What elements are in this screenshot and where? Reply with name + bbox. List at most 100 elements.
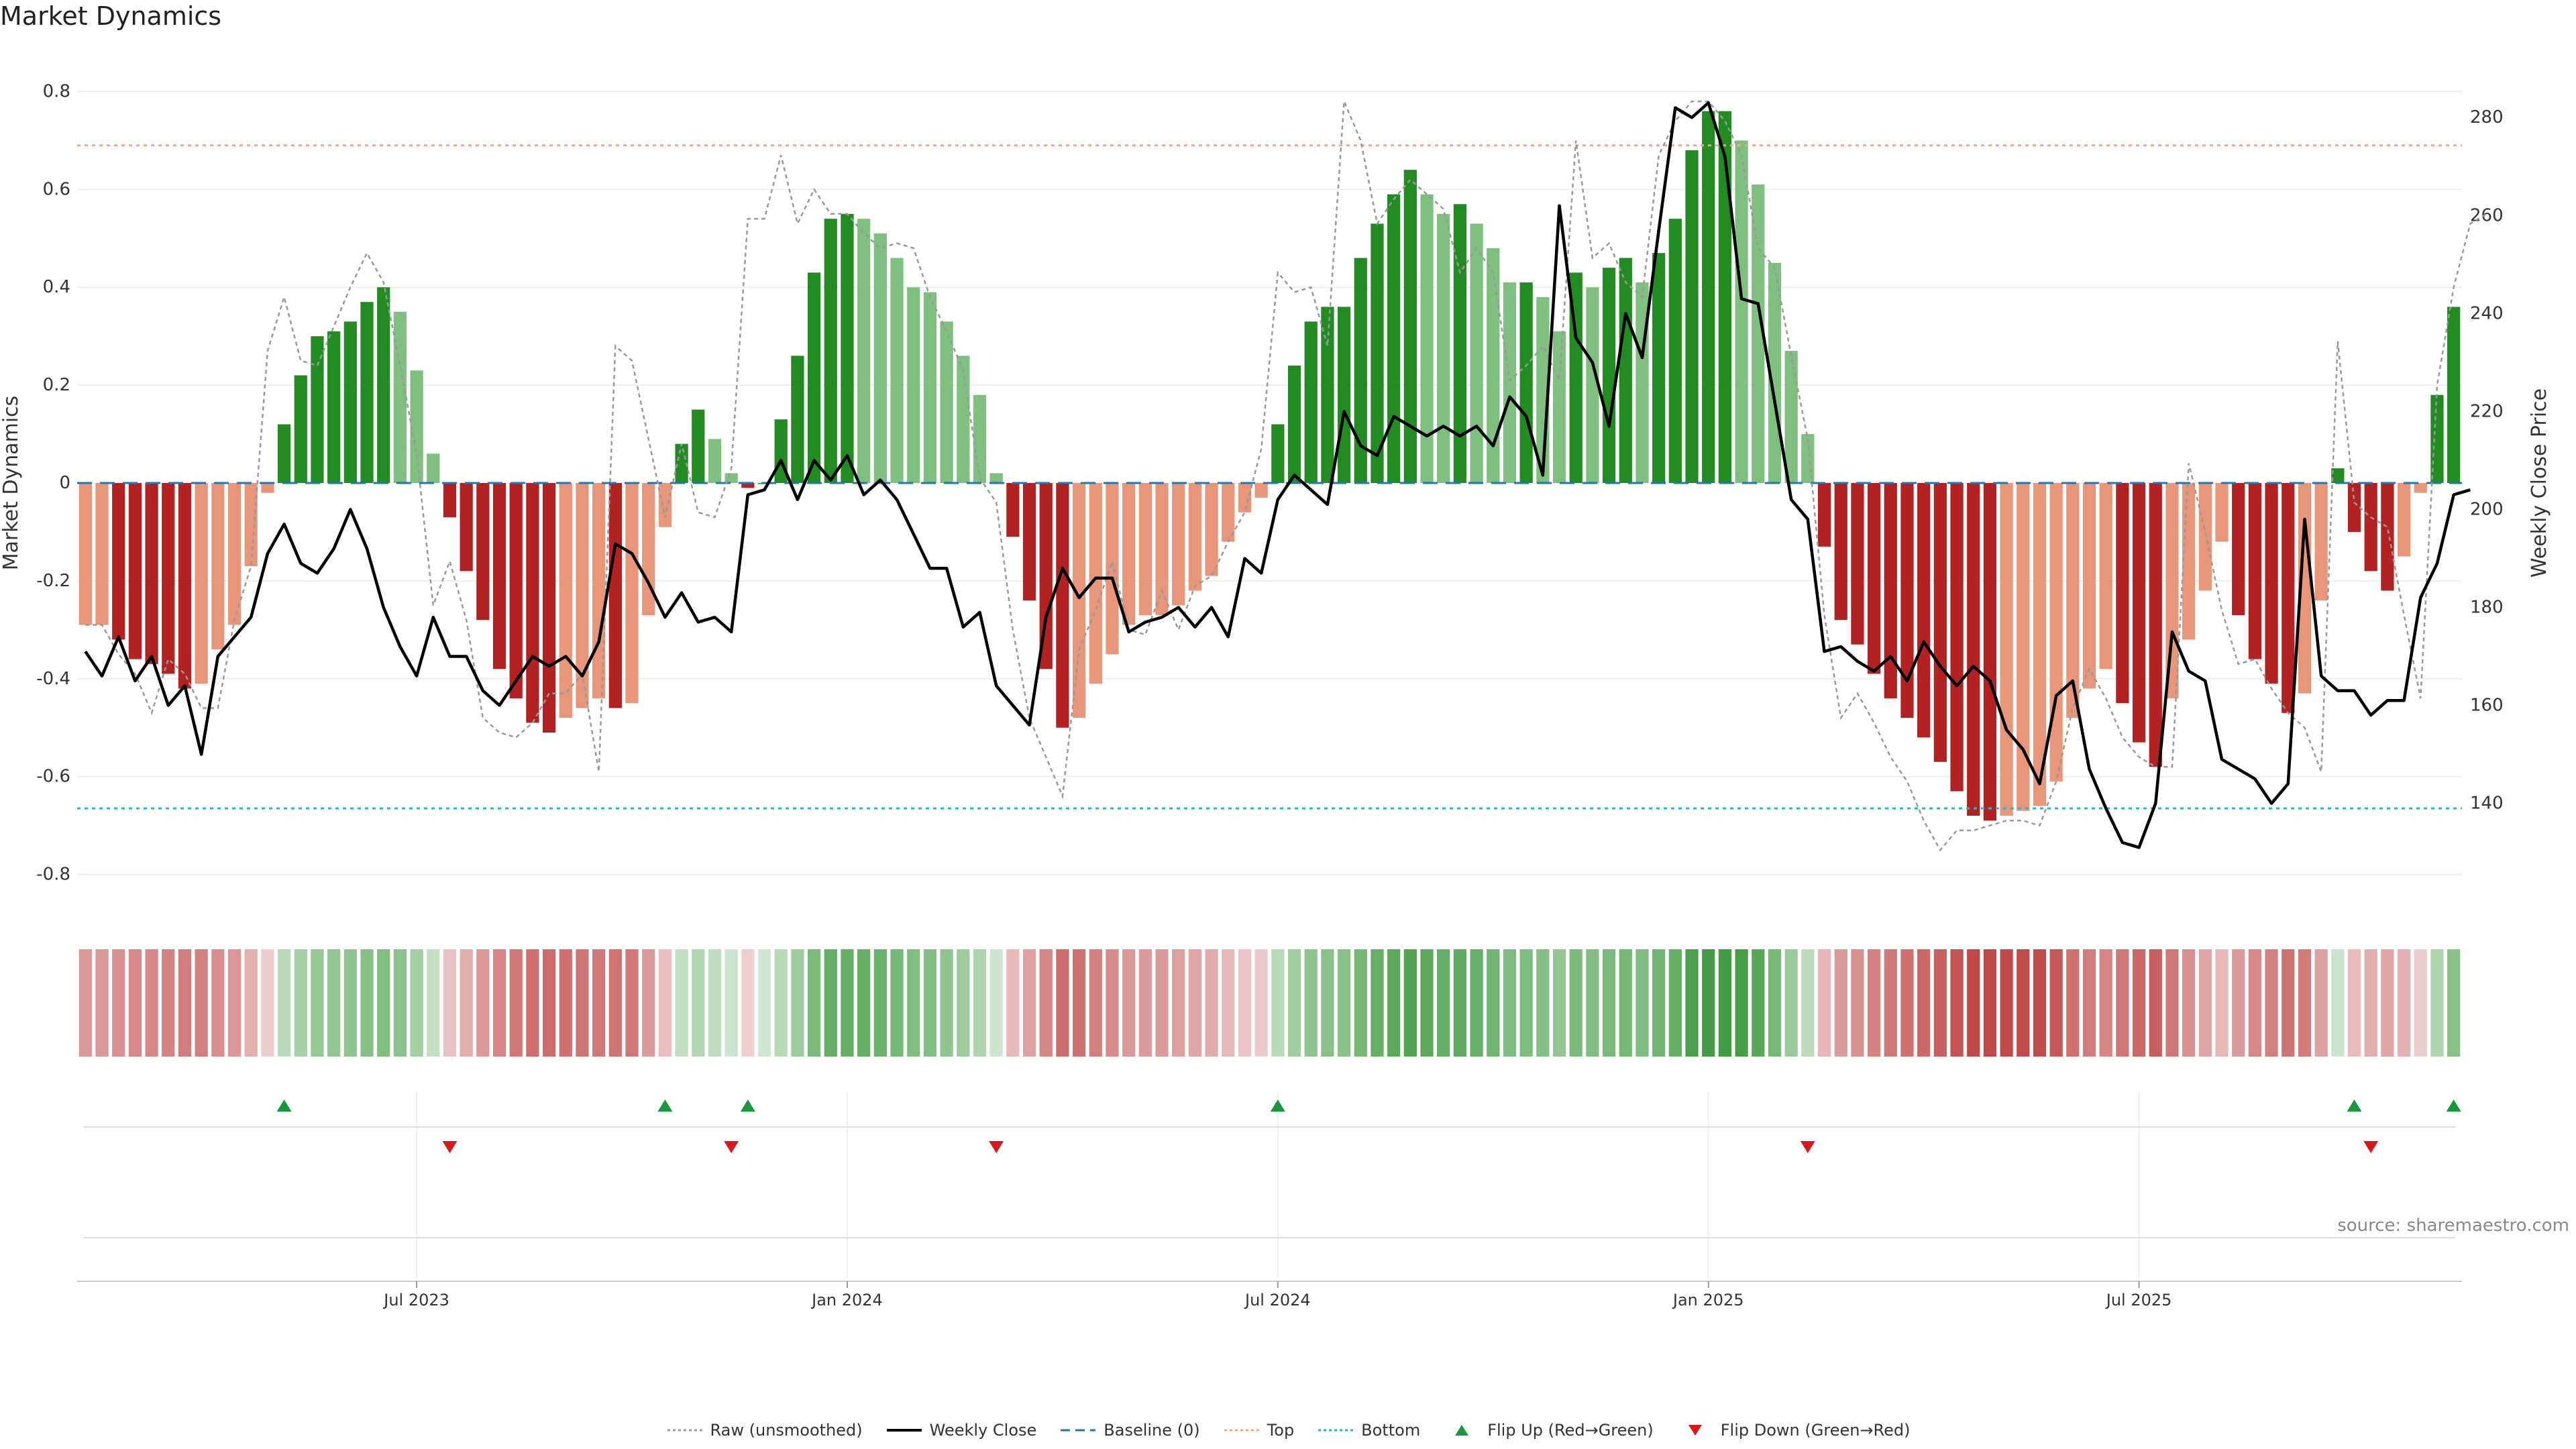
dynamics-bar [1188, 483, 1202, 591]
dynamics-bar [1718, 111, 1732, 483]
heat-strip-cell [625, 949, 639, 1057]
heat-strip-cell [1022, 949, 1036, 1057]
legend-swatch [1688, 1425, 1702, 1436]
dynamics-bar [1354, 258, 1367, 483]
flip-down-marker [442, 1141, 458, 1153]
y-axis-label: Market Dynamics [0, 396, 23, 571]
heat-strip-cell [1867, 949, 1881, 1057]
heat-strip-cell [2215, 949, 2229, 1057]
dynamics-bar [2017, 483, 2030, 811]
heat-strip-cell [559, 949, 572, 1057]
heat-strip-cell [873, 949, 887, 1057]
y2-tick-label: 280 [2470, 107, 2504, 127]
heat-strip-cell [195, 949, 208, 1057]
heat-strip-cell [724, 949, 738, 1057]
heat-strip-cell [1519, 949, 1533, 1057]
heat-strip-cell [2248, 949, 2262, 1057]
heat-strip-cell [2414, 949, 2427, 1057]
heat-strip-cell [227, 949, 241, 1057]
dynamics-bar [327, 331, 341, 483]
flip-up-marker [657, 1099, 673, 1112]
dynamics-bar [261, 483, 274, 493]
heat-strip-cell [923, 949, 937, 1057]
x-tick-label: Jul 2024 [1244, 1291, 1311, 1309]
heat-strip-cell [2082, 949, 2096, 1057]
dynamics-bar [2215, 483, 2229, 542]
dynamics-bar [1586, 287, 1599, 483]
heat-strip-cell [211, 949, 225, 1057]
heat-strip-cell [642, 949, 655, 1057]
heat-strip-cell [377, 949, 390, 1057]
dynamics-bar [476, 483, 490, 621]
dynamics-bar [2066, 483, 2080, 718]
heat-strip-cell [1668, 949, 1682, 1057]
legend-label: Flip Down (Green→Red) [1720, 1421, 1911, 1440]
dynamics-bar [1884, 483, 1897, 698]
x-tick-label: Jan 2025 [1672, 1291, 1744, 1309]
dynamics-bar [741, 483, 755, 488]
dynamics-bar [824, 219, 837, 483]
heat-strip-cell [1784, 949, 1798, 1057]
dynamics-bar [1950, 483, 1964, 792]
heat-strip-cell [294, 949, 307, 1057]
dynamics-bar [857, 219, 871, 483]
legend-swatch [886, 1429, 922, 1432]
dynamics-bar [1668, 219, 1682, 483]
heat-strip-cell [2149, 949, 2162, 1057]
heat-strip-cell [1205, 949, 1218, 1057]
dynamics-bar [112, 483, 125, 640]
heat-strip-cell [1768, 949, 1782, 1057]
y-tick-label: -0.8 [36, 865, 70, 885]
dynamics-bar [1089, 483, 1102, 684]
legend-item: Raw (unsmoothed) [666, 1421, 863, 1440]
y2-tick-label: 200 [2470, 499, 2504, 519]
heat-strip-cell [1172, 949, 1185, 1057]
heat-strip-cell [791, 949, 804, 1057]
dynamics-bar [1122, 483, 1136, 625]
heat-strip-cell [989, 949, 1003, 1057]
heat-strip-cell [708, 949, 722, 1057]
flip-down-marker [2363, 1141, 2379, 1153]
dynamics-bar [2331, 468, 2345, 483]
heat-strip-cell [2017, 949, 2030, 1057]
dynamics-bar [608, 483, 622, 708]
y2-tick-label: 260 [2470, 205, 2504, 225]
heat-strip-cell [393, 949, 407, 1057]
y-tick-label: -0.2 [36, 571, 70, 591]
heat-strip-cell [1089, 949, 1102, 1057]
dynamics-bar [1155, 483, 1169, 615]
heat-strip-cell [1337, 949, 1351, 1057]
dynamics-bar [1337, 307, 1351, 483]
dynamics-bar [1437, 213, 1450, 483]
legend-label: Flip Up (Red→Green) [1487, 1421, 1654, 1440]
dynamics-bar [393, 311, 407, 483]
heat-strip-cell [2000, 949, 2013, 1057]
heat-strip-cell [1222, 949, 1235, 1057]
dynamics-bar [989, 473, 1003, 483]
dynamics-bar [78, 483, 92, 625]
heat-strip-cell [1387, 949, 1401, 1057]
heat-strip-cell [526, 949, 539, 1057]
y2-tick-label: 240 [2470, 303, 2504, 323]
heat-strip-cell [542, 949, 556, 1057]
heat-strip-cell [2132, 949, 2146, 1057]
heat-strip-cell [1287, 949, 1301, 1057]
heat-strip-cell [78, 949, 92, 1057]
dynamics-bar [1983, 483, 1997, 821]
heat-strip-cell [1702, 949, 1715, 1057]
dynamics-bar [311, 336, 324, 483]
dynamics-bar [2447, 307, 2461, 483]
dynamics-bar [675, 443, 688, 483]
heat-strip-cell [2298, 949, 2312, 1057]
dynamics-bar [692, 409, 705, 483]
heat-strip-cell [492, 949, 506, 1057]
dynamics-bar [1387, 194, 1401, 483]
dynamics-bar [1172, 483, 1185, 606]
dynamics-bar [1022, 483, 1036, 601]
dynamics-bar [2282, 483, 2295, 713]
dynamics-bar [1006, 483, 1020, 537]
dynamics-bar [1056, 483, 1069, 728]
heat-strip-cell [2116, 949, 2129, 1057]
dynamics-bar [625, 483, 639, 704]
heat-strip-cell [1735, 949, 1748, 1057]
